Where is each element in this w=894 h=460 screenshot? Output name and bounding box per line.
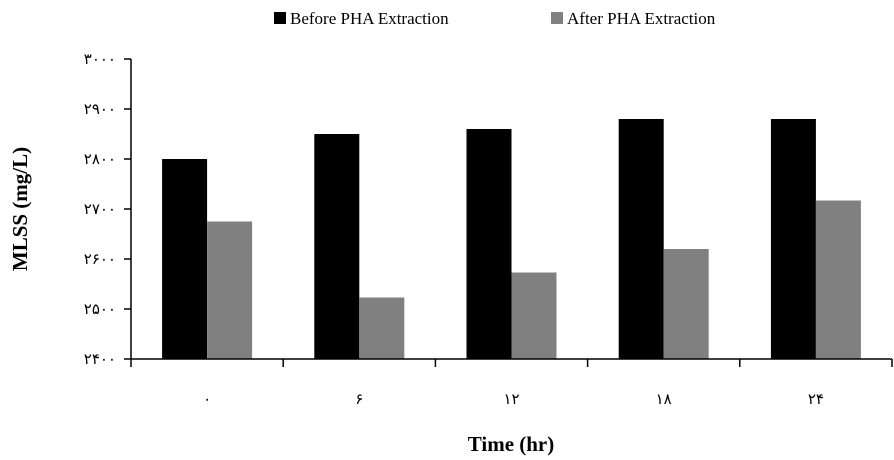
legend-swatch-before — [274, 12, 286, 24]
x-category-label: ٠ — [203, 392, 211, 408]
bar-series-1-cat-1 — [359, 297, 405, 359]
y-tick-label: ٣٠٠٠ — [84, 52, 116, 68]
x-axis-title: Time (hr) — [468, 432, 555, 456]
bar-series-0-cat-2 — [466, 129, 512, 359]
y-tick-label: ٢٧٠٠ — [84, 202, 116, 218]
bar-series-1-cat-2 — [511, 272, 557, 359]
y-axis-title: MLSS (mg/L) — [8, 147, 32, 271]
bar-series-1-cat-3 — [663, 249, 709, 359]
bars-group — [162, 119, 861, 359]
legend-swatch-after — [551, 12, 563, 24]
bar-series-1-cat-0 — [207, 221, 253, 359]
bar-series-0-cat-4 — [770, 119, 816, 359]
x-category-label: ۶ — [355, 392, 363, 408]
y-tick-label: ٢۵٠٠ — [84, 302, 116, 318]
bar-series-0-cat-1 — [314, 134, 360, 359]
legend-label-after: After PHA Extraction — [567, 9, 716, 28]
y-ticks-group: ٢۴٠٠ ٢۵٠٠ ٢۶٠٠ ٢٧٠٠ ٢٨٠٠ ٢٩٠٠ ٣٠٠٠ — [84, 52, 131, 368]
x-category-label: ١٢ — [503, 392, 519, 408]
legend-label-before: Before PHA Extraction — [290, 9, 449, 28]
bar-series-0-cat-0 — [162, 159, 208, 359]
x-category-label: ٢۴ — [808, 392, 824, 408]
x-ticks-group: ٠ ۶ ١٢ ١٨ ٢۴ — [130, 359, 893, 408]
bar-series-1-cat-4 — [815, 200, 861, 359]
y-tick-label: ٢٩٠٠ — [84, 102, 116, 118]
y-tick-label: ٢۶٠٠ — [84, 252, 116, 268]
x-category-label: ١٨ — [656, 392, 672, 408]
y-tick-label: ٢٨٠٠ — [84, 152, 116, 168]
legend: Before PHA Extraction After PHA Extracti… — [274, 9, 716, 28]
bar-series-0-cat-3 — [618, 119, 664, 359]
y-tick-label: ٢۴٠٠ — [84, 352, 116, 368]
